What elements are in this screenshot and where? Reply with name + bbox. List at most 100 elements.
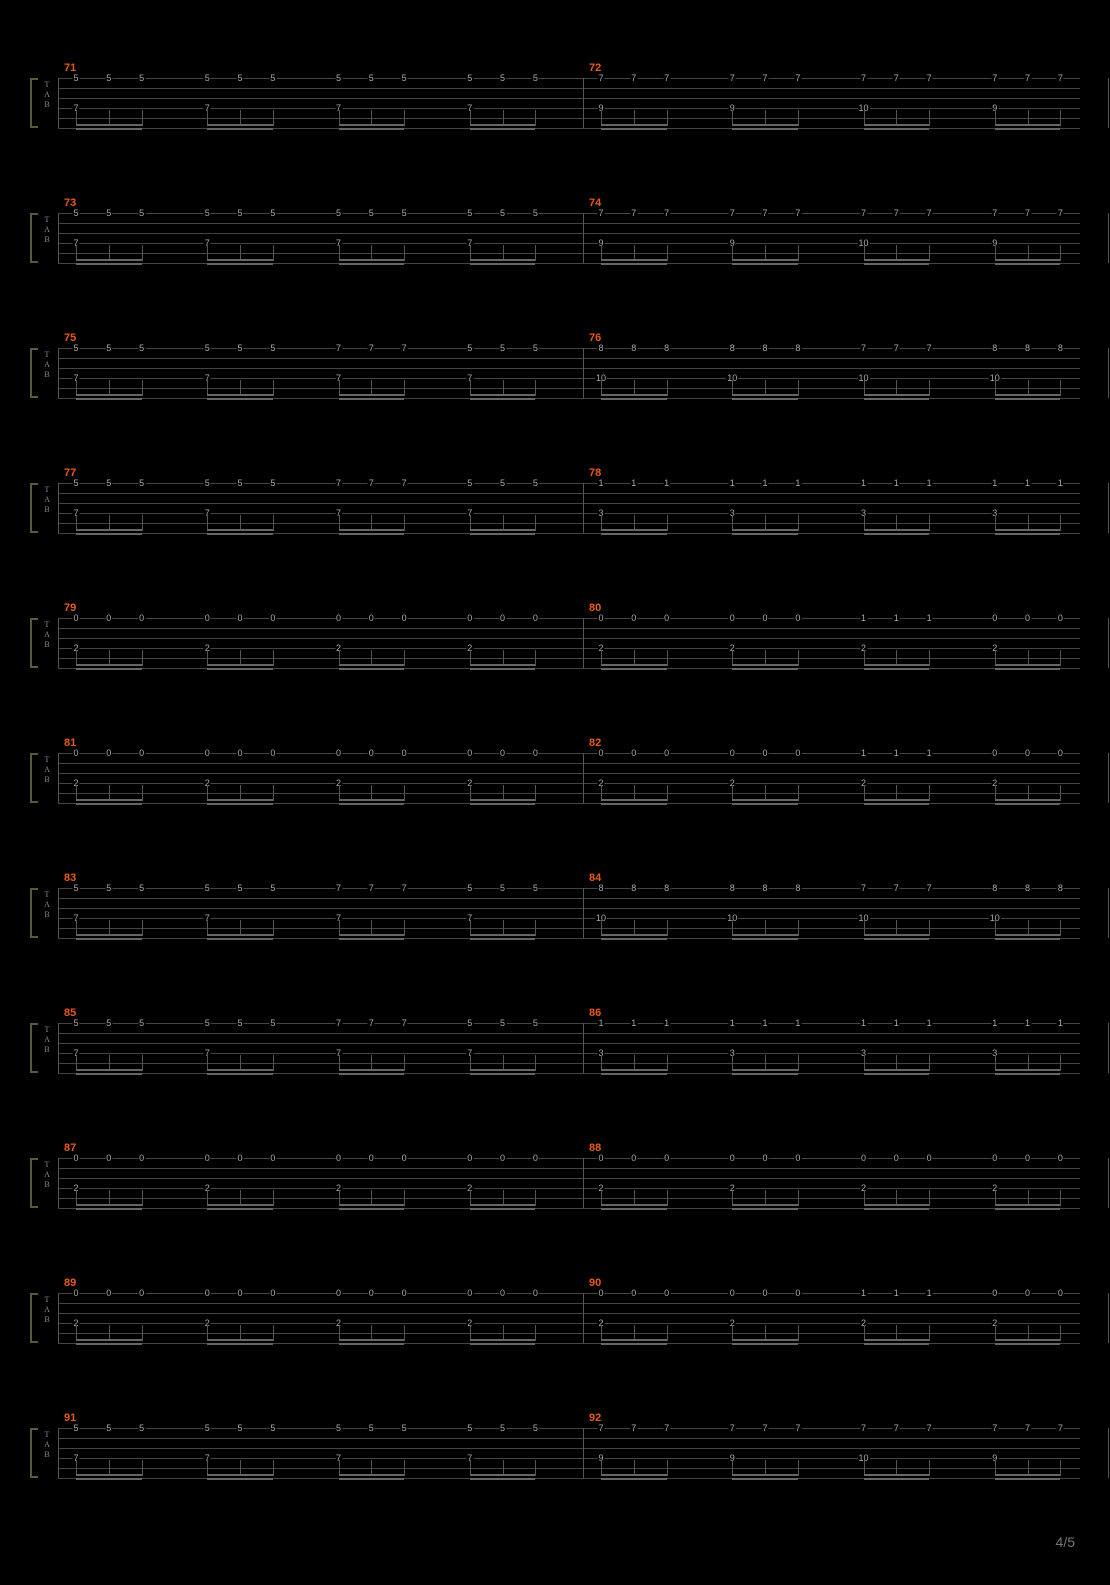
fret-number: 5 [204, 208, 211, 218]
fret-number: 1 [926, 748, 933, 758]
beam [207, 1339, 273, 1341]
fret-number: 8 [1057, 343, 1064, 353]
note-stem [535, 1325, 536, 1341]
fret-number: 7 [1057, 73, 1064, 83]
note-stem [929, 1325, 930, 1341]
note-stem [1060, 110, 1061, 126]
beam [207, 934, 273, 936]
beam [995, 1069, 1061, 1071]
beam [601, 668, 667, 670]
fret-number: 5 [72, 208, 79, 218]
system-bracket [30, 1023, 38, 1073]
beam [339, 1204, 405, 1206]
fret-number: 7 [926, 883, 933, 893]
fret-number: 0 [335, 1288, 342, 1298]
fret-number: 5 [72, 1018, 79, 1028]
beam [732, 128, 798, 130]
tab-system: TAB7557555755777757557681088810887107781… [30, 330, 1080, 435]
beam [470, 938, 536, 940]
note-stem [798, 650, 799, 666]
fret-number: 0 [237, 748, 244, 758]
beam [601, 1343, 667, 1345]
note-stem [929, 245, 930, 261]
tab-system: TAB775755575577775755781311131113111311 [30, 465, 1080, 570]
fret-number: 5 [204, 73, 211, 83]
beam [601, 529, 667, 531]
note-stem [929, 1460, 930, 1476]
beam [339, 938, 405, 940]
fret-number: 7 [335, 478, 342, 488]
note-stem [404, 1460, 405, 1476]
beam [601, 803, 667, 805]
beam [76, 664, 142, 666]
beam [339, 1069, 405, 1071]
fret-number: 0 [991, 1153, 998, 1163]
beam-layer [58, 1195, 1080, 1215]
fret-number: 5 [532, 208, 539, 218]
fret-number: 5 [466, 73, 473, 83]
fret-number: 0 [105, 1288, 112, 1298]
fret-number: 0 [762, 1153, 769, 1163]
note-stem [404, 110, 405, 126]
beam [207, 668, 273, 670]
beam [601, 1478, 667, 1480]
fret-number: 1 [729, 1018, 736, 1028]
beam [601, 1339, 667, 1341]
fret-number: 1 [893, 1018, 900, 1028]
beam [76, 1339, 142, 1341]
beam [339, 259, 405, 261]
beam [601, 263, 667, 265]
tab-system: TAB890200020002000200900200020012110200 [30, 1275, 1080, 1380]
fret-number: 8 [729, 883, 736, 893]
note-stem [142, 650, 143, 666]
beam [732, 529, 798, 531]
fret-number: 5 [466, 1423, 473, 1433]
beam [76, 533, 142, 535]
beam [732, 1069, 798, 1071]
fret-number: 5 [335, 208, 342, 218]
beam [339, 1474, 405, 1476]
fret-number: 1 [991, 1018, 998, 1028]
fret-number: 5 [466, 1018, 473, 1028]
staff-line [58, 648, 1080, 649]
note-stem [404, 380, 405, 396]
staff-line [58, 1303, 1080, 1304]
beam [470, 1073, 536, 1075]
beam [864, 1208, 930, 1210]
beam [995, 1073, 1061, 1075]
fret-number: 7 [860, 883, 867, 893]
fret-number: 5 [138, 478, 145, 488]
fret-number: 5 [105, 1018, 112, 1028]
fret-number: 0 [368, 1288, 375, 1298]
note-stem [535, 920, 536, 936]
fret-number: 0 [630, 613, 637, 623]
fret-number: 0 [72, 1288, 79, 1298]
beam-layer [58, 385, 1080, 405]
staff-line [58, 1043, 1080, 1044]
staff-line [58, 908, 1080, 909]
note-stem [142, 110, 143, 126]
fret-number: 5 [401, 73, 408, 83]
fret-number: 8 [663, 883, 670, 893]
fret-number: 7 [663, 73, 670, 83]
fret-number: 5 [499, 343, 506, 353]
beam [76, 259, 142, 261]
fret-number: 1 [663, 1018, 670, 1028]
note-stem [273, 920, 274, 936]
fret-number: 5 [138, 343, 145, 353]
fret-number: 5 [269, 343, 276, 353]
system-bracket [30, 213, 38, 263]
note-stem [404, 515, 405, 531]
fret-number: 0 [1057, 748, 1064, 758]
beam [601, 934, 667, 936]
fret-number: 7 [991, 208, 998, 218]
beam [995, 1339, 1061, 1341]
fret-number: 5 [105, 883, 112, 893]
note-stem [1060, 1460, 1061, 1476]
fret-number: 1 [1057, 1018, 1064, 1028]
note-stem [273, 110, 274, 126]
fret-number: 7 [893, 208, 900, 218]
fret-number: 5 [499, 1423, 506, 1433]
fret-number: 0 [1024, 1288, 1031, 1298]
fret-number: 5 [532, 73, 539, 83]
